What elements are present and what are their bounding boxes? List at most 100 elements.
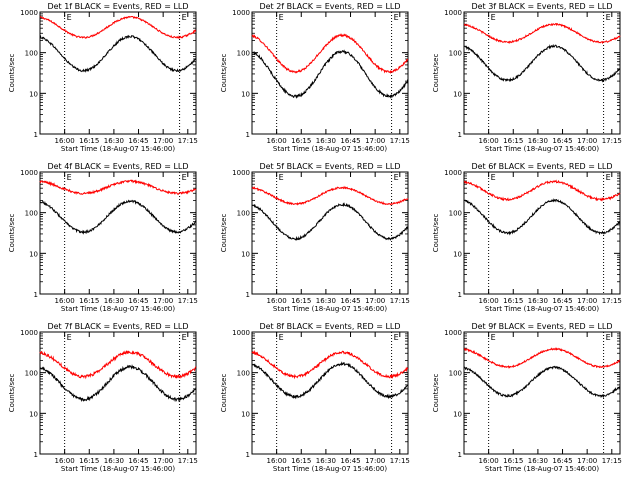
x-tick-label: 16:00 bbox=[55, 297, 75, 305]
y-tick-label: 1 bbox=[34, 451, 38, 459]
y-tick-label: 100 bbox=[237, 370, 250, 378]
y-tick-label: 1 bbox=[34, 291, 38, 299]
lld-series-line bbox=[251, 185, 409, 206]
events-series-line bbox=[39, 199, 197, 235]
x-axis-label: Start Time (18-Aug-07 15:46:00) bbox=[273, 465, 387, 473]
x-tick-label: 17:00 bbox=[365, 457, 385, 465]
x-tick-label: 16:00 bbox=[267, 457, 287, 465]
detector-panel-3: Det 3f BLACK = Events, RED = LLD 1 10 100 10… bbox=[432, 2, 622, 153]
x-tick-label: 17:15 bbox=[178, 297, 198, 305]
x-axis-label: Start Time (18-Aug-07 15:46:00) bbox=[273, 145, 387, 153]
y-tick-label: 100 bbox=[449, 210, 462, 218]
x-tick-label: 16:00 bbox=[55, 137, 75, 145]
y-axis-label: Counts/sec bbox=[220, 54, 228, 93]
y-axis-label: Counts/sec bbox=[432, 374, 440, 413]
y-axis-label: Counts/sec bbox=[220, 374, 228, 413]
x-tick-label: 16:00 bbox=[267, 297, 287, 305]
x-tick-label: 16:00 bbox=[479, 297, 499, 305]
x-tick-label: 16:15 bbox=[503, 137, 523, 145]
y-tick-label: 100 bbox=[25, 50, 38, 58]
detector-panel-2: Det 2f BLACK = Events, RED = LLD 1 10 100 10… bbox=[220, 2, 410, 153]
plot-frame bbox=[463, 171, 621, 295]
event-marker-label: E bbox=[182, 333, 187, 342]
event-marker-label: E bbox=[491, 333, 496, 342]
events-series-line bbox=[251, 202, 409, 242]
y-tick-label: 1000 bbox=[20, 169, 38, 177]
x-tick-label: 17:00 bbox=[153, 137, 173, 145]
lld-series-line bbox=[39, 350, 197, 380]
y-axis-label: Counts/sec bbox=[220, 214, 228, 253]
y-axis-label: Counts/sec bbox=[8, 374, 16, 413]
x-tick-label: 16:30 bbox=[316, 457, 336, 465]
lld-series-line bbox=[464, 347, 621, 369]
x-tick-label: 16:30 bbox=[104, 137, 124, 145]
x-tick-label: 16:00 bbox=[267, 137, 287, 145]
events-series-line bbox=[39, 34, 197, 73]
x-tick-label: 17:00 bbox=[577, 297, 597, 305]
event-marker-label: E bbox=[182, 13, 187, 22]
event-marker-label: E bbox=[67, 333, 72, 342]
lld-series-line bbox=[39, 15, 197, 39]
panel-title: Det 4f BLACK = Events, RED = LLD bbox=[47, 162, 188, 171]
x-tick-label: 16:30 bbox=[316, 297, 336, 305]
x-tick-label: 16:45 bbox=[340, 297, 360, 305]
panel-title: Det 8f BLACK = Events, RED = LLD bbox=[259, 322, 400, 331]
x-tick-label: 17:00 bbox=[365, 297, 385, 305]
x-tick-label: 16:45 bbox=[340, 137, 360, 145]
y-tick-label: 1000 bbox=[20, 9, 38, 17]
lld-series-line bbox=[464, 22, 621, 45]
y-axis-label: Counts/sec bbox=[8, 214, 16, 253]
event-marker-label: E bbox=[279, 333, 284, 342]
x-tick-label: 17:00 bbox=[365, 137, 385, 145]
y-tick-label: 1000 bbox=[232, 169, 250, 177]
x-tick-label: 17:15 bbox=[390, 297, 410, 305]
plot-frame bbox=[463, 11, 621, 135]
x-tick-label: 16:30 bbox=[528, 457, 548, 465]
plot-frame bbox=[39, 171, 197, 295]
panel-title: Det 2f BLACK = Events, RED = LLD bbox=[259, 2, 400, 11]
x-tick-label: 16:15 bbox=[291, 297, 311, 305]
y-tick-label: 1 bbox=[458, 131, 462, 139]
x-tick-label: 16:15 bbox=[79, 137, 99, 145]
y-tick-label: 1000 bbox=[444, 9, 462, 17]
event-marker-label: E bbox=[394, 13, 399, 22]
plot-frame bbox=[251, 171, 409, 295]
y-tick-label: 10 bbox=[241, 250, 250, 258]
y-tick-label: 1000 bbox=[20, 329, 38, 337]
event-marker-label: E bbox=[67, 173, 72, 182]
y-tick-label: 1000 bbox=[232, 329, 250, 337]
x-axis-label: Start Time (18-Aug-07 15:46:00) bbox=[61, 145, 175, 153]
event-marker-label: E bbox=[606, 13, 611, 22]
plot-frame bbox=[463, 331, 621, 455]
lld-series-line bbox=[251, 33, 409, 74]
panel-title: Det 9f BLACK = Events, RED = LLD bbox=[471, 322, 612, 331]
detector-panel-5: Det 5f BLACK = Events, RED = LLD 1 10 100 10… bbox=[220, 162, 410, 313]
x-tick-label: 17:00 bbox=[153, 297, 173, 305]
event-marker-label: E bbox=[394, 333, 399, 342]
x-tick-label: 16:15 bbox=[291, 137, 311, 145]
event-marker-label: E bbox=[279, 13, 284, 22]
events-series-line bbox=[251, 49, 409, 99]
y-tick-label: 10 bbox=[241, 90, 250, 98]
y-tick-label: 10 bbox=[453, 410, 462, 418]
x-tick-label: 16:15 bbox=[79, 297, 99, 305]
y-tick-label: 1000 bbox=[444, 169, 462, 177]
x-tick-label: 16:45 bbox=[128, 457, 148, 465]
y-tick-label: 1000 bbox=[444, 329, 462, 337]
x-tick-label: 16:00 bbox=[479, 137, 499, 145]
panel-title: Det 1f BLACK = Events, RED = LLD bbox=[47, 2, 188, 11]
event-marker-label: E bbox=[394, 173, 399, 182]
y-tick-label: 1 bbox=[246, 291, 250, 299]
event-marker-label: E bbox=[606, 173, 611, 182]
event-marker-label: E bbox=[67, 13, 72, 22]
y-tick-label: 1 bbox=[246, 451, 250, 459]
x-axis-label: Start Time (18-Aug-07 15:46:00) bbox=[61, 465, 175, 473]
x-tick-label: 17:15 bbox=[178, 457, 198, 465]
y-tick-label: 100 bbox=[449, 50, 462, 58]
panel-title: Det 5f BLACK = Events, RED = LLD bbox=[259, 162, 400, 171]
events-series-line bbox=[463, 365, 621, 399]
x-tick-label: 16:45 bbox=[128, 137, 148, 145]
y-tick-label: 100 bbox=[25, 210, 38, 218]
x-tick-label: 16:30 bbox=[528, 137, 548, 145]
